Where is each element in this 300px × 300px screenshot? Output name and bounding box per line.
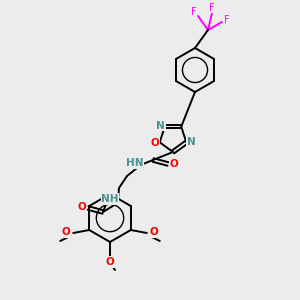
Text: F: F — [209, 3, 215, 13]
Text: HN: HN — [126, 158, 144, 168]
Text: O: O — [149, 227, 158, 237]
Text: N: N — [156, 121, 165, 131]
Text: O: O — [169, 159, 178, 169]
Text: NH: NH — [101, 194, 119, 204]
Text: N: N — [187, 137, 196, 147]
Text: F: F — [191, 7, 197, 17]
Text: O: O — [62, 227, 70, 237]
Text: O: O — [106, 257, 114, 267]
Text: O: O — [150, 138, 159, 148]
Text: O: O — [78, 202, 86, 212]
Text: F: F — [224, 15, 230, 25]
